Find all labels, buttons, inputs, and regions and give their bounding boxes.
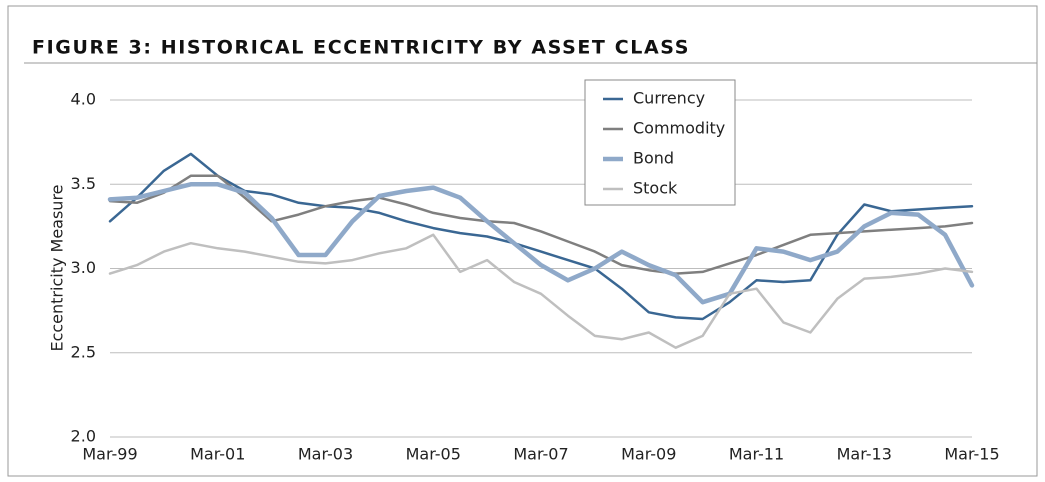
series-line xyxy=(108,152,974,321)
x-tick-label: Mar-07 xyxy=(513,445,568,464)
y-tick-label: 2.5 xyxy=(71,342,96,361)
legend-label: Bond xyxy=(633,149,674,168)
legend-label: Currency xyxy=(633,89,705,108)
x-tick-label: Mar-01 xyxy=(190,445,245,464)
legend-label: Stock xyxy=(633,179,678,198)
legend-label: Commodity xyxy=(633,119,725,138)
frame xyxy=(7,5,1038,477)
x-tick-label: Mar-11 xyxy=(729,445,784,464)
legend-box xyxy=(584,79,736,206)
x-tick-label: Mar-09 xyxy=(621,445,676,464)
y-tick-label: 3.0 xyxy=(71,258,96,277)
y-tick-label: 3.5 xyxy=(71,174,96,193)
chart-title: FIGURE 3: HISTORICAL ECCENTRICITY BY ASS… xyxy=(32,37,690,59)
series-line xyxy=(107,182,975,305)
y-tick-label: 4.0 xyxy=(71,90,96,109)
x-tick-label: Mar-15 xyxy=(944,445,999,464)
x-tick-label: Mar-05 xyxy=(406,445,461,464)
x-tick-label: Mar-03 xyxy=(298,445,353,464)
series-line xyxy=(108,233,974,349)
series-line xyxy=(108,174,974,275)
x-tick-label: Mar-13 xyxy=(837,445,892,464)
x-tick-label: Mar-99 xyxy=(82,445,137,464)
y-tick-label: 2.0 xyxy=(71,427,96,446)
y-axis-label: Eccentricity Measure xyxy=(48,184,67,351)
